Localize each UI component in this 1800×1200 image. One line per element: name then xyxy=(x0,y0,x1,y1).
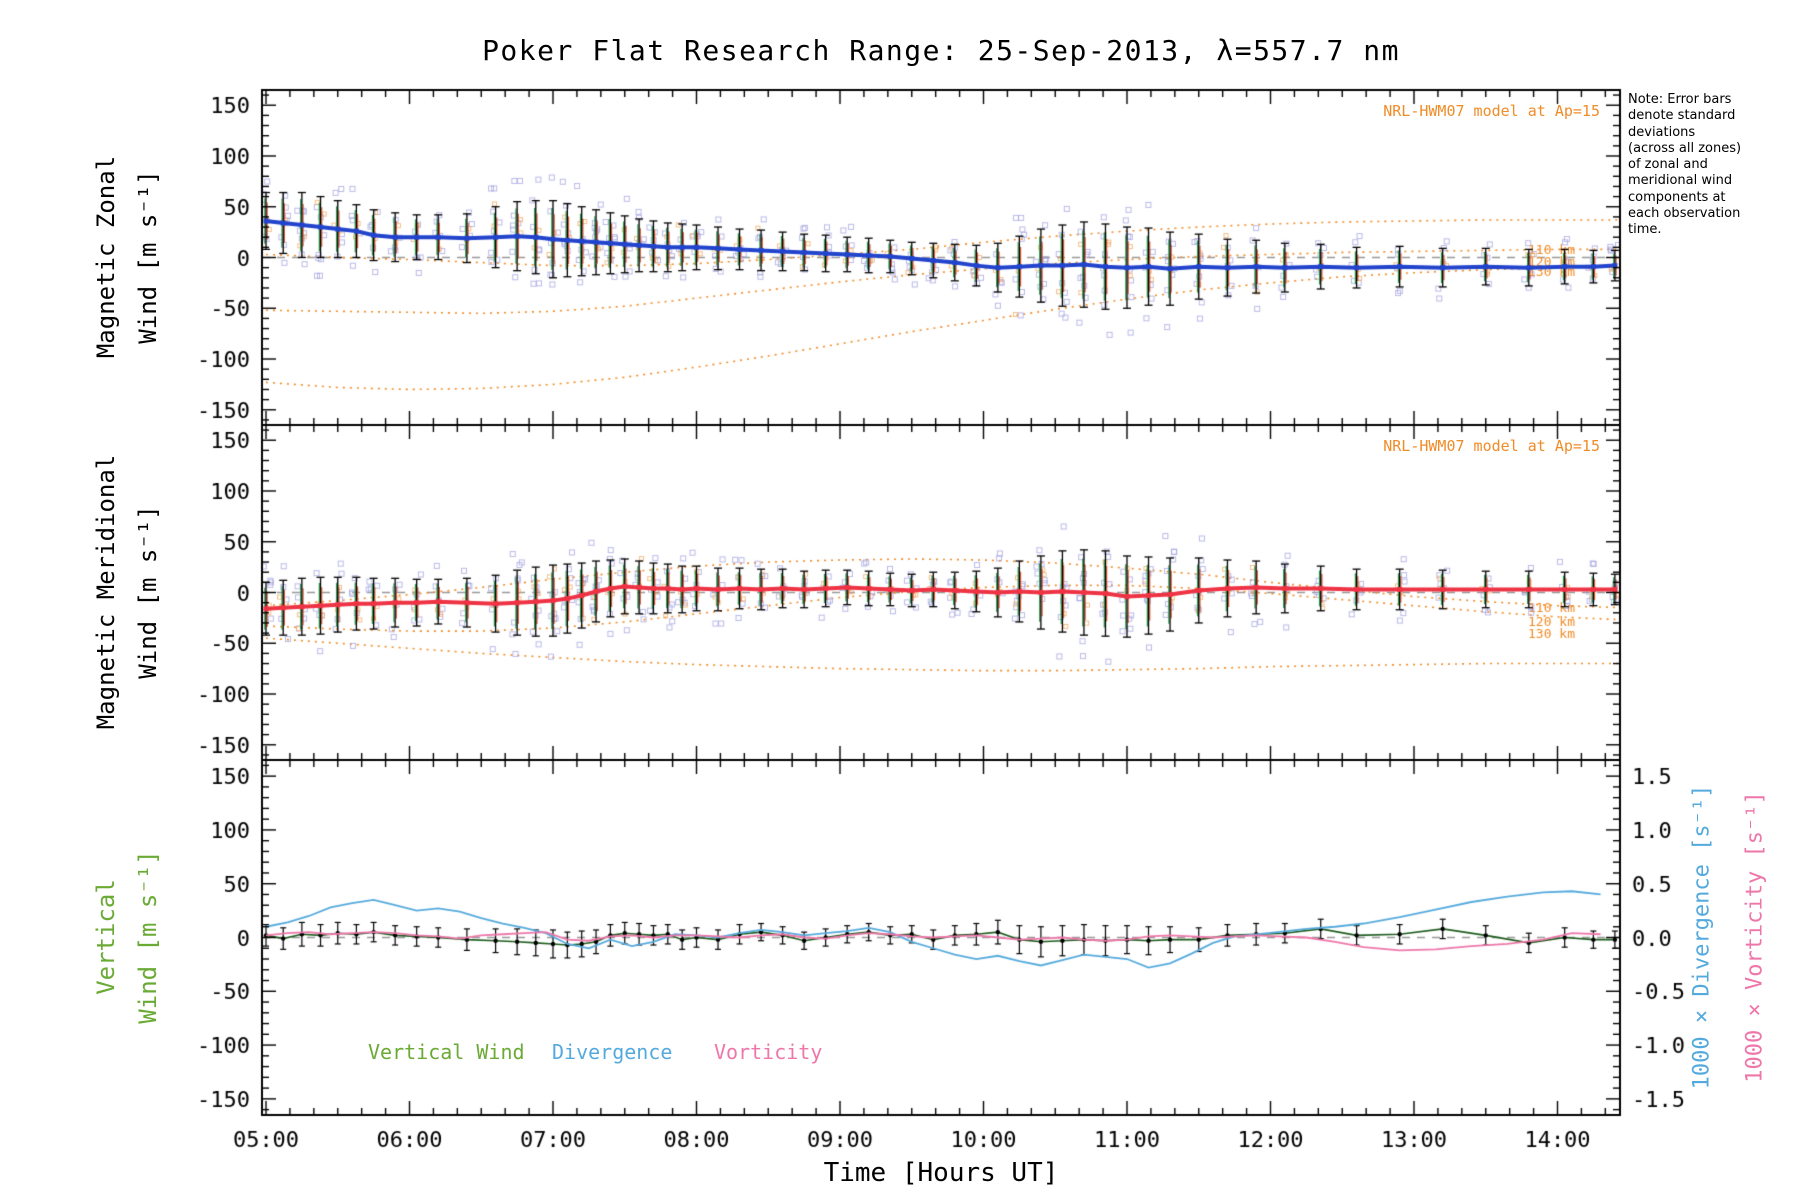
annotation-zonal-model: NRL-HWM07 model at Ap=15 xyxy=(1383,102,1600,120)
annotation-meridional-model: NRL-HWM07 model at Ap=15 xyxy=(1383,437,1600,455)
x-axis-title: Time [Hours UT] xyxy=(823,1158,1059,1188)
ylabel-vertical-line2: Wind [m s⁻¹] xyxy=(134,850,162,1024)
legend-vorticity: Vorticity xyxy=(714,1040,823,1064)
note-text: Note: Error bars denote standard deviati… xyxy=(1628,92,1742,237)
ylabel-zonal-line2: Wind [m s⁻¹] xyxy=(134,170,162,344)
ylabel-meridional-line1: Magnetic Meridional xyxy=(92,454,120,730)
ylabel-meridional-line2: Wind [m s⁻¹] xyxy=(134,505,162,679)
right-label-vorticity: 1000 × Vorticity [s⁻¹] xyxy=(1742,791,1768,1083)
right-label-divergence: 1000 × Divergence [s⁻¹] xyxy=(1689,784,1715,1090)
legend-vertical-wind: Vertical Wind xyxy=(368,1040,525,1064)
legend-divergence: Divergence xyxy=(552,1040,673,1064)
chart-title: Poker Flat Research Range: 25-Sep-2013, … xyxy=(482,34,1400,67)
ylabel-zonal-line1: Magnetic Zonal xyxy=(92,155,120,359)
ylabel-vertical-line1: Vertical xyxy=(92,879,120,995)
